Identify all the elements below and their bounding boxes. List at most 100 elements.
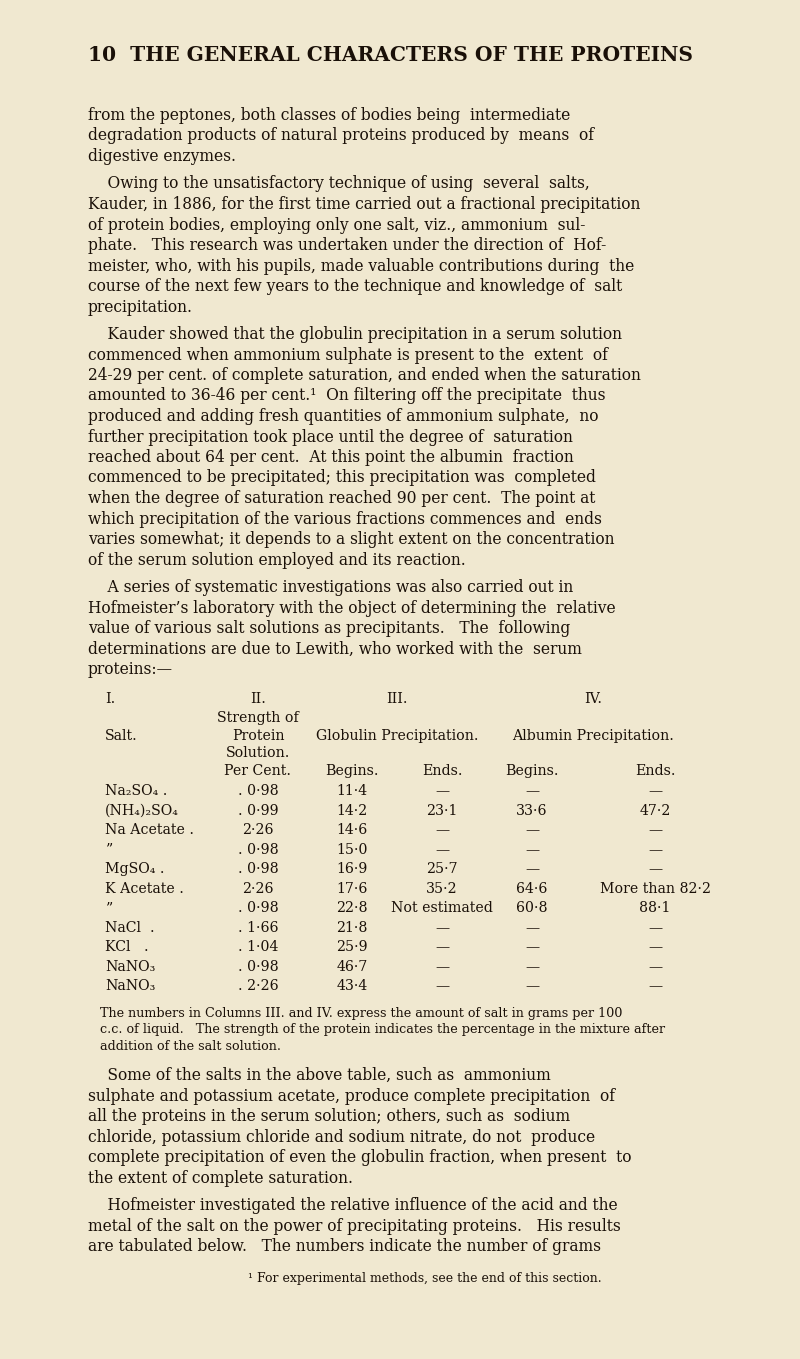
Text: determinations are due to Lewith, who worked with the  serum: determinations are due to Lewith, who wo… — [88, 640, 582, 658]
Text: —: — — [525, 959, 539, 973]
Text: Solution.: Solution. — [226, 746, 290, 760]
Text: 60·8: 60·8 — [516, 901, 548, 915]
Text: —: — — [435, 920, 449, 935]
Text: I.: I. — [105, 692, 115, 705]
Text: —: — — [648, 959, 662, 973]
Text: Na₂SO₄ .: Na₂SO₄ . — [105, 784, 167, 798]
Text: degradation products of natural proteins produced by  means  of: degradation products of natural proteins… — [88, 128, 594, 144]
Text: reached about 64 per cent.  At this point the albumin  fraction: reached about 64 per cent. At this point… — [88, 448, 574, 466]
Text: the extent of complete saturation.: the extent of complete saturation. — [88, 1170, 353, 1186]
Text: ”: ” — [105, 901, 112, 915]
Text: —: — — [435, 784, 449, 798]
Text: Ends.: Ends. — [634, 764, 675, 777]
Text: —: — — [435, 843, 449, 856]
Text: (NH₄)₂SO₄: (NH₄)₂SO₄ — [105, 803, 179, 818]
Text: A series of systematic investigations was also carried out in: A series of systematic investigations wa… — [88, 579, 574, 597]
Text: The numbers in Columns III. and IV. express the amount of salt in grams per 100: The numbers in Columns III. and IV. expr… — [100, 1007, 622, 1019]
Text: Owing to the unsatisfactory technique of using  several  salts,: Owing to the unsatisfactory technique of… — [88, 175, 590, 193]
Text: 21·8: 21·8 — [336, 920, 368, 935]
Text: —: — — [648, 978, 662, 993]
Text: . 1·66: . 1·66 — [238, 920, 278, 935]
Text: Strength of: Strength of — [217, 711, 299, 724]
Text: —: — — [525, 940, 539, 954]
Text: 46·7: 46·7 — [336, 959, 368, 973]
Text: Protein: Protein — [232, 728, 284, 742]
Text: ¹ For experimental methods, see the end of this section.: ¹ For experimental methods, see the end … — [248, 1272, 602, 1284]
Text: 11·4: 11·4 — [337, 784, 367, 798]
Text: —: — — [648, 824, 662, 837]
Text: 14·2: 14·2 — [336, 803, 368, 818]
Text: ”: ” — [105, 843, 112, 856]
Text: IV.: IV. — [585, 692, 602, 705]
Text: commenced when ammonium sulphate is present to the  extent  of: commenced when ammonium sulphate is pres… — [88, 347, 608, 363]
Text: 43·4: 43·4 — [336, 978, 368, 993]
Text: More than 82·2: More than 82·2 — [600, 882, 711, 896]
Text: —: — — [525, 824, 539, 837]
Text: digestive enzymes.: digestive enzymes. — [88, 148, 236, 164]
Text: —: — — [435, 824, 449, 837]
Text: Na Acetate .: Na Acetate . — [105, 824, 194, 837]
Text: Not estimated: Not estimated — [391, 901, 493, 915]
Text: 16·9: 16·9 — [336, 862, 368, 877]
Text: 17·6: 17·6 — [336, 882, 368, 896]
Text: NaCl  .: NaCl . — [105, 920, 154, 935]
Text: phate.   This research was undertaken under the direction of  Hof-: phate. This research was undertaken unde… — [88, 236, 606, 254]
Text: commenced to be precipitated; this precipitation was  completed: commenced to be precipitated; this preci… — [88, 469, 596, 487]
Text: Salt.: Salt. — [105, 728, 138, 742]
Text: 64·6: 64·6 — [516, 882, 548, 896]
Text: K Acetate .: K Acetate . — [105, 882, 184, 896]
Text: metal of the salt on the power of precipitating proteins.   His results: metal of the salt on the power of precip… — [88, 1218, 621, 1234]
Text: Hofmeister investigated the relative influence of the acid and the: Hofmeister investigated the relative inf… — [88, 1197, 618, 1214]
Text: 35·2: 35·2 — [426, 882, 458, 896]
Text: meister, who, with his pupils, made valuable contributions during  the: meister, who, with his pupils, made valu… — [88, 257, 634, 275]
Text: . 0·98: . 0·98 — [238, 843, 278, 856]
Text: Begins.: Begins. — [506, 764, 558, 777]
Text: . 2·26: . 2·26 — [238, 978, 278, 993]
Text: Globulin Precipitation.: Globulin Precipitation. — [316, 728, 478, 742]
Text: amounted to 36-46 per cent.¹  On filtering off the precipitate  thus: amounted to 36-46 per cent.¹ On filterin… — [88, 387, 606, 405]
Text: of protein bodies, employing only one salt, viz., ammonium  sul-: of protein bodies, employing only one sa… — [88, 216, 586, 234]
Text: when the degree of saturation reached 90 per cent.  The point at: when the degree of saturation reached 90… — [88, 491, 595, 507]
Text: value of various salt solutions as precipitants.   The  following: value of various salt solutions as preci… — [88, 620, 570, 637]
Text: . 0·98: . 0·98 — [238, 901, 278, 915]
Text: 25·9: 25·9 — [336, 940, 368, 954]
Text: of the serum solution employed and its reaction.: of the serum solution employed and its r… — [88, 552, 466, 568]
Text: complete precipitation of even the globulin fraction, when present  to: complete precipitation of even the globu… — [88, 1148, 631, 1166]
Text: III.: III. — [386, 692, 408, 705]
Text: —: — — [525, 784, 539, 798]
Text: 22·8: 22·8 — [336, 901, 368, 915]
Text: varies somewhat; it depends to a slight extent on the concentration: varies somewhat; it depends to a slight … — [88, 531, 614, 548]
Text: Per Cent.: Per Cent. — [225, 764, 291, 777]
Text: 10  THE GENERAL CHARACTERS OF THE PROTEINS: 10 THE GENERAL CHARACTERS OF THE PROTEIN… — [88, 45, 693, 65]
Text: NaNO₃: NaNO₃ — [105, 978, 155, 993]
Text: 47·2: 47·2 — [639, 803, 670, 818]
Text: 14·6: 14·6 — [336, 824, 368, 837]
Text: Kauder, in 1886, for the first time carried out a fractional precipitation: Kauder, in 1886, for the first time carr… — [88, 196, 640, 213]
Text: Begins.: Begins. — [326, 764, 378, 777]
Text: are tabulated below.   The numbers indicate the number of grams: are tabulated below. The numbers indicat… — [88, 1238, 601, 1254]
Text: —: — — [648, 920, 662, 935]
Text: Some of the salts in the above table, such as  ammonium: Some of the salts in the above table, su… — [88, 1067, 550, 1084]
Text: addition of the salt solution.: addition of the salt solution. — [100, 1040, 281, 1053]
Text: —: — — [525, 978, 539, 993]
Text: KCl   .: KCl . — [105, 940, 149, 954]
Text: . 0·98: . 0·98 — [238, 862, 278, 877]
Text: —: — — [435, 959, 449, 973]
Text: c.c. of liquid.   The strength of the protein indicates the percentage in the mi: c.c. of liquid. The strength of the prot… — [100, 1023, 665, 1037]
Text: . 0·98: . 0·98 — [238, 959, 278, 973]
Text: from the peptones, both classes of bodies being  intermediate: from the peptones, both classes of bodie… — [88, 107, 570, 124]
Text: precipitation.: precipitation. — [88, 299, 193, 315]
Text: chloride, potassium chloride and sodium nitrate, do not  produce: chloride, potassium chloride and sodium … — [88, 1128, 595, 1146]
Text: —: — — [435, 940, 449, 954]
Text: —: — — [435, 978, 449, 993]
Text: Ends.: Ends. — [422, 764, 462, 777]
Text: 15·0: 15·0 — [336, 843, 368, 856]
Text: —: — — [525, 843, 539, 856]
Text: . 0·99: . 0·99 — [238, 803, 278, 818]
Text: MgSO₄ .: MgSO₄ . — [105, 862, 165, 877]
Text: all the proteins in the serum solution; others, such as  sodium: all the proteins in the serum solution; … — [88, 1108, 570, 1125]
Text: sulphate and potassium acetate, produce complete precipitation  of: sulphate and potassium acetate, produce … — [88, 1087, 615, 1105]
Text: . 1·04: . 1·04 — [238, 940, 278, 954]
Text: proteins:—: proteins:— — [88, 660, 173, 678]
Text: Kauder showed that the globulin precipitation in a serum solution: Kauder showed that the globulin precipit… — [88, 326, 622, 342]
